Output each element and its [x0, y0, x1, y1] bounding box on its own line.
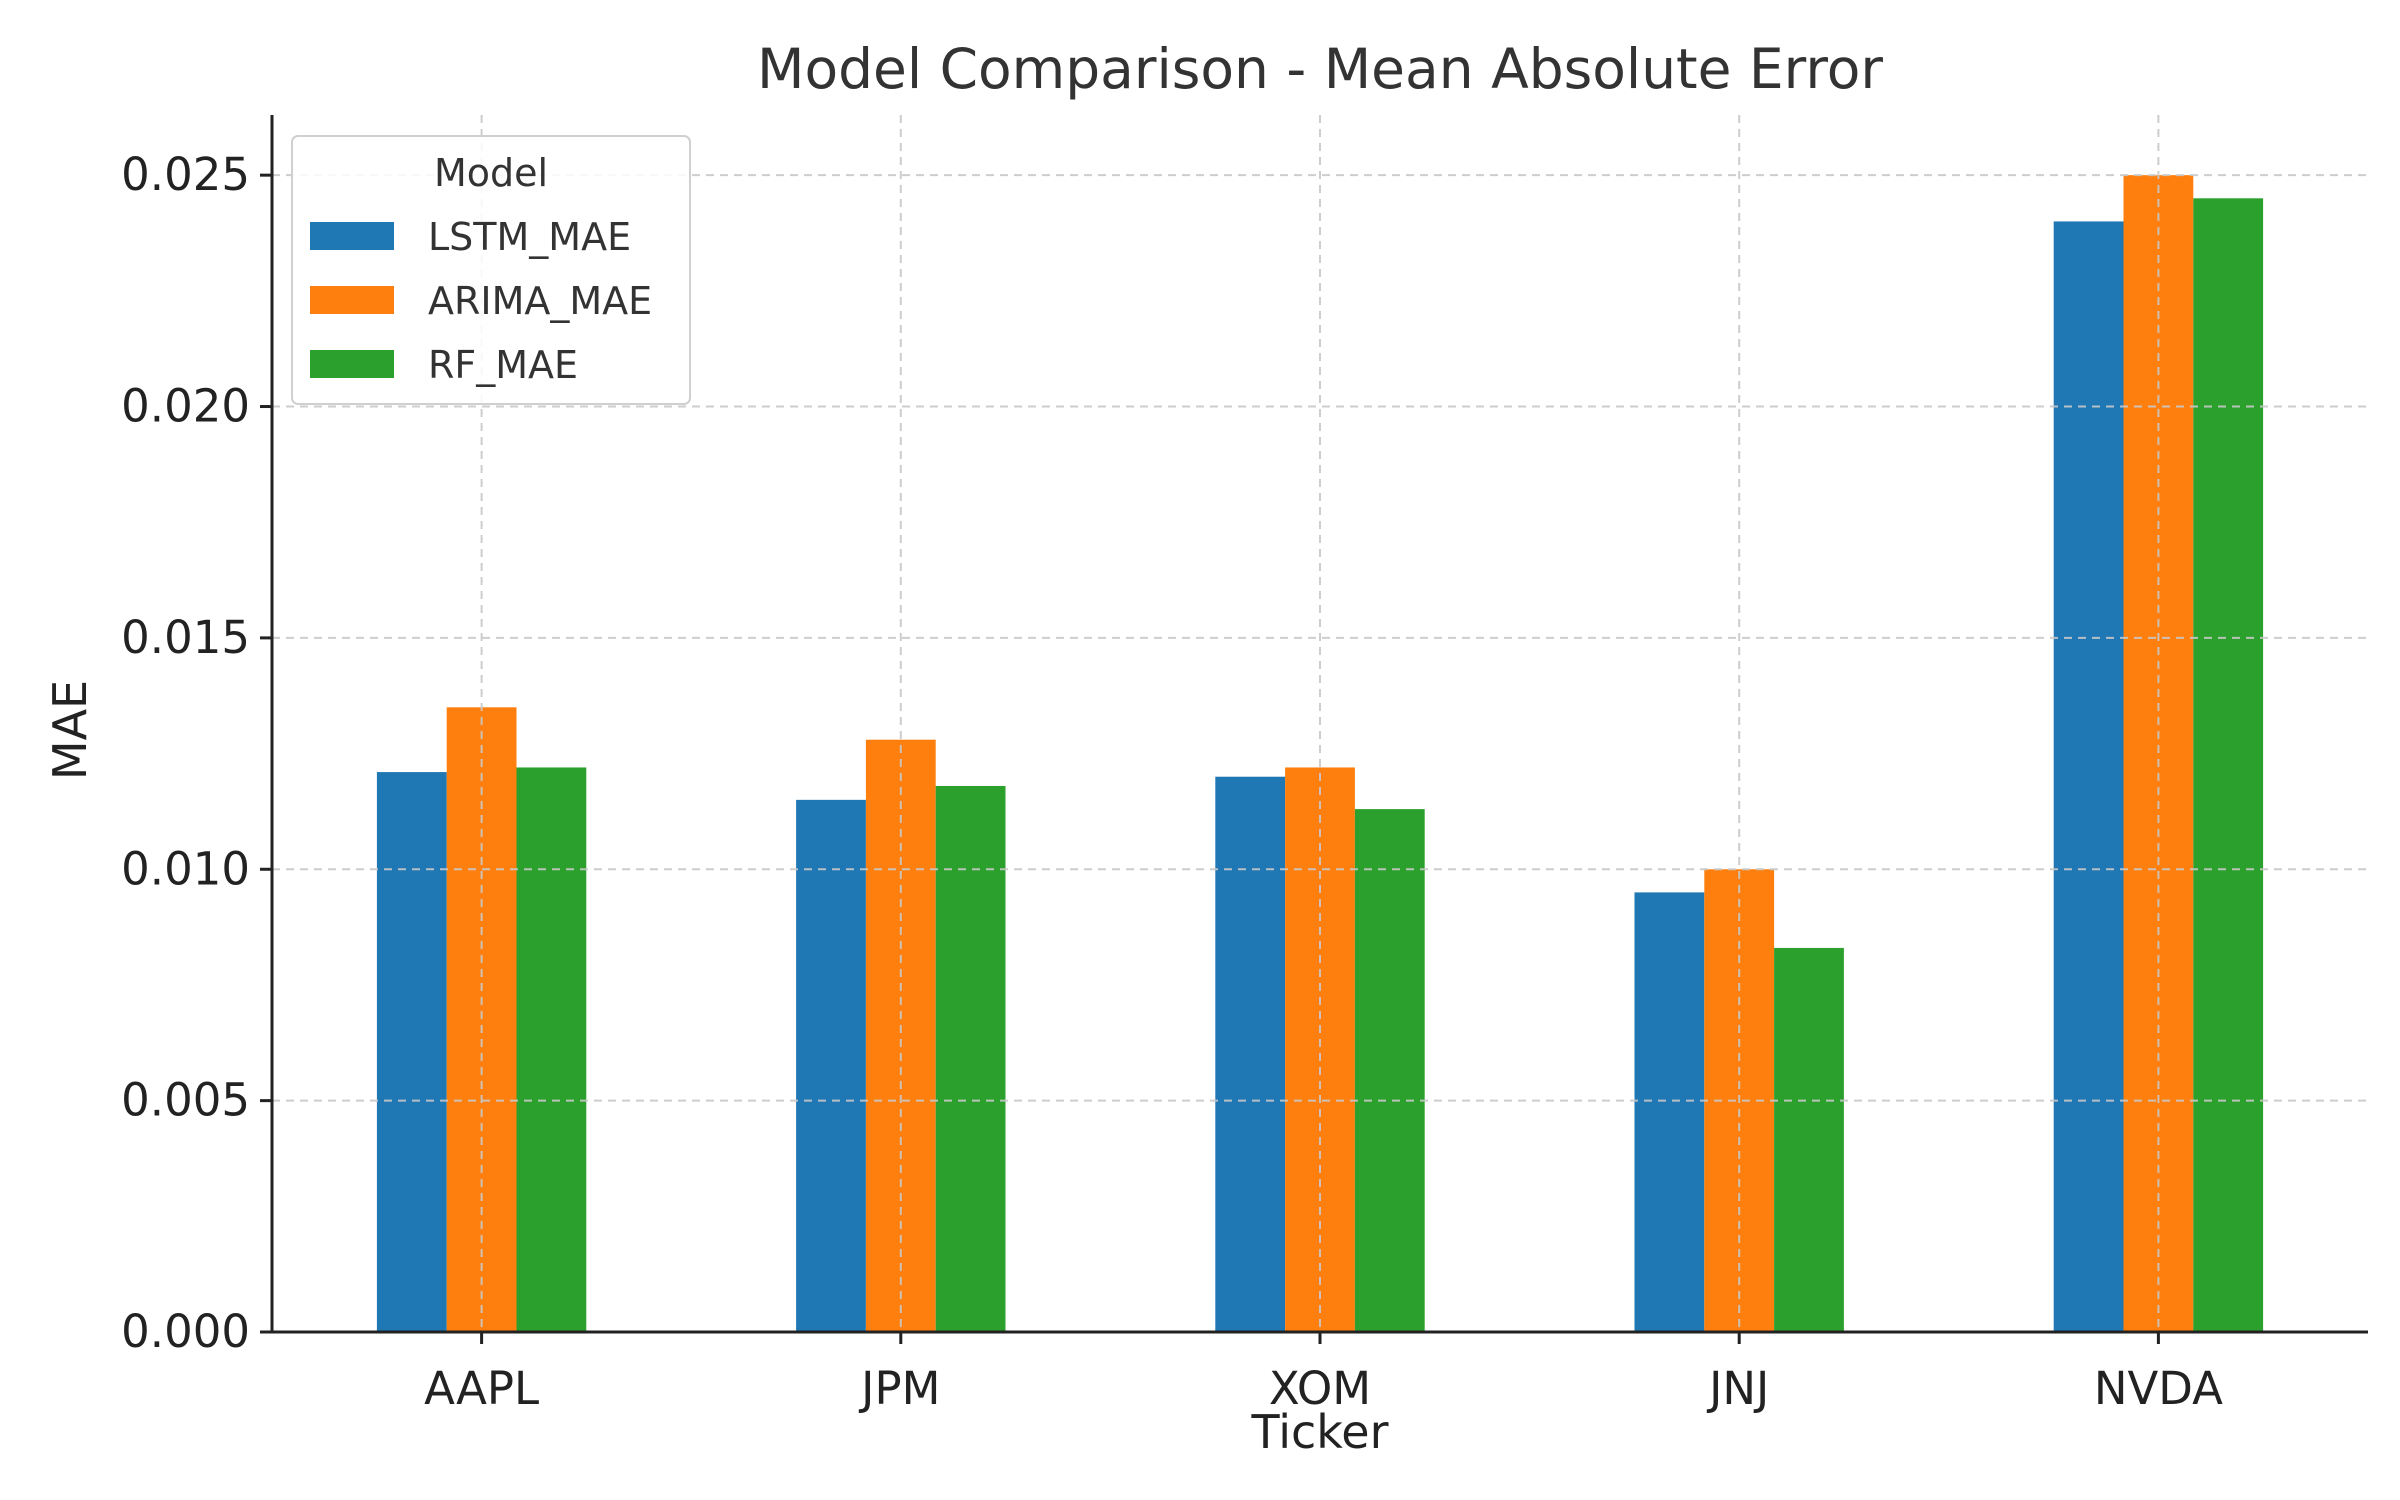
x-tick-label: JPM — [858, 1362, 940, 1415]
x-tick-label: AAPL — [424, 1362, 539, 1415]
x-tick-label: XOM — [1269, 1362, 1371, 1415]
bar-arima-mae-xom — [1285, 767, 1355, 1332]
legend-items: LSTM_MAE ARIMA_MAE RF_MAE — [310, 215, 652, 387]
y-tick-label: 0.015 — [121, 611, 250, 664]
bar-rf-mae-aapl — [516, 767, 587, 1332]
bar-lstm-mae-jnj — [1634, 892, 1705, 1332]
legend-swatch — [310, 286, 394, 314]
legend-label: LSTM_MAE — [428, 215, 631, 259]
bar-lstm-mae-jpm — [796, 799, 866, 1332]
legend-swatch — [310, 222, 394, 250]
bar-lstm-mae-xom — [1215, 776, 1286, 1332]
x-tick-label: JNJ — [1706, 1362, 1769, 1415]
legend-label: ARIMA_MAE — [428, 279, 652, 323]
y-axis-label: MAE — [43, 680, 97, 780]
bar-lstm-mae-aapl — [376, 772, 447, 1332]
x-tick-label: NVDA — [2094, 1362, 2223, 1415]
bar-rf-mae-nvda — [2193, 198, 2264, 1333]
y-tick-labels: 0.000 0.005 0.010 0.015 0.020 0.025 — [121, 148, 250, 1358]
y-tick-label: 0.005 — [121, 1074, 250, 1127]
legend-swatch — [310, 350, 394, 378]
bar-lstm-mae-nvda — [2053, 221, 2124, 1332]
legend: Model LSTM_MAE ARIMA_MAE RF_MAE — [291, 135, 691, 405]
axes — [260, 115, 2368, 1344]
bar-arima-mae-jpm — [865, 739, 936, 1332]
y-tick-label: 0.020 — [121, 380, 250, 433]
y-tick-label: 0.010 — [121, 842, 250, 895]
bar-rf-mae-jpm — [935, 785, 1006, 1332]
bar-rf-mae-jnj — [1774, 947, 1844, 1332]
chart-title: Model Comparison - Mean Absolute Error — [757, 37, 1883, 101]
x-tick-labels: AAPL JPM XOM JNJ NVDA — [424, 1362, 2223, 1415]
x-axis-label: Ticker — [1251, 1405, 1389, 1459]
legend-frame — [291, 135, 691, 405]
legend-title: Model — [434, 151, 548, 195]
y-tick-label: 0.000 — [121, 1305, 250, 1358]
y-tick-label: 0.025 — [121, 148, 250, 201]
legend-label: RF_MAE — [428, 343, 578, 387]
bar-rf-mae-xom — [1354, 809, 1425, 1332]
